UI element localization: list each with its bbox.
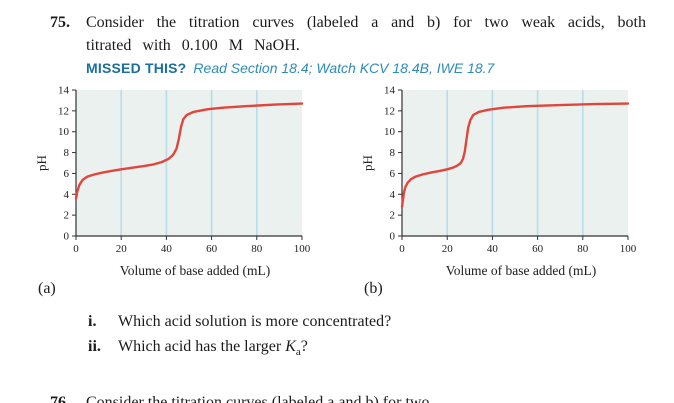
titration-chart-a: 0 2 4 6 8 10 12 14 0 20 40 60 80 100 pH [34,85,311,256]
subquestion-ii: ii. Which acid has the larger Ka? [88,338,674,358]
y-tick-label: 8 [390,148,396,160]
problem-body: Consider the titration curves (labeled a… [86,12,646,76]
next-problem-cutoff: 76. Consider the titration curves (label… [50,394,650,403]
x-tick-label: 20 [116,243,128,255]
chart-footer-a: Volume of base added (mL) (a) [34,263,326,303]
y-tick-label: 0 [390,231,396,243]
subquestion-i: i. Which acid solution is more concentra… [88,313,674,331]
chart-block-b: 0 2 4 6 8 10 12 14 0 20 40 60 80 100 pH Volume of base… [360,84,652,303]
problem-text: Consider the titration curves (labeled a… [86,14,646,54]
x-axis-label: Volume of base added (mL) [445,263,597,279]
titration-curve [400,102,630,209]
x-tick-label: 80 [251,243,262,255]
x-tick-label: 60 [532,243,544,255]
y-tick-label: 0 [64,231,70,243]
chart-footer-b: Volume of base added (mL) (b) [360,263,652,303]
chart-block-a: 0 2 4 6 8 10 12 14 0 20 40 60 80 100 pH Volume of base… [34,84,326,303]
y-tick-label: 14 [58,85,70,97]
x-tick-label: 100 [294,243,311,255]
next-problem-number: 76. [50,394,70,403]
x-axis-label: Volume of base added (mL) [119,263,271,279]
x-tick-label: 80 [577,243,589,255]
chart-letter-label-b: (b) [364,280,383,298]
plot-area [402,90,628,237]
subquestion-i-number: i. [88,313,97,331]
y-tick-label: 10 [384,127,396,139]
ka-symbol: K [285,338,296,356]
x-tick-label: 0 [399,243,405,255]
x-tick-label: 40 [487,243,499,255]
y-tick-label: 4 [64,189,70,201]
y-tick-label: 6 [64,168,70,180]
y-axis-label: pH [360,155,375,171]
x-tick-label: 20 [442,243,454,255]
charts-row: 0 2 4 6 8 10 12 14 0 20 40 60 80 100 pH Volume of base… [34,84,674,303]
missed-this-reference: Read Section 18.4; Watch KCV 18.4B, IWE … [193,60,495,77]
y-tick-label: 10 [58,127,70,139]
titration-curve [74,102,304,201]
x-tick-label: 40 [161,243,173,255]
chart-letter-label-a: (a) [38,280,56,298]
y-axis-label: pH [34,155,49,171]
subquestion-ii-text: Which acid has the larger Ka? [118,338,308,359]
plot-area [76,90,302,237]
y-tick-label: 4 [390,189,396,201]
missed-this-label: MISSED THIS? [86,60,187,77]
ka-subscript: a [295,346,301,359]
y-tick-label: 12 [384,106,395,118]
problem-75: 75. Consider the titration curves (label… [0,0,674,76]
y-tick-label: 2 [64,210,70,222]
x-tick-label: 0 [73,243,79,255]
y-tick-label: 2 [390,210,396,222]
subquestion-i-text: Which acid solution is more concentrated… [118,313,392,331]
y-tick-label: 6 [390,168,396,180]
missed-this-line: MISSED THIS? Read Section 18.4; Watch KCV… [86,60,646,76]
subquestions: i. Which acid solution is more concentra… [88,313,674,358]
x-tick-label: 60 [206,243,218,255]
subquestion-ii-number: ii. [88,338,101,356]
y-tick-label: 12 [58,106,69,118]
x-tick-label: 100 [620,243,637,255]
problem-number: 75. [50,14,70,31]
titration-chart-b: 0 2 4 6 8 10 12 14 0 20 40 60 80 100 pH [360,85,637,256]
y-tick-label: 14 [384,85,396,97]
y-tick-label: 8 [64,148,70,160]
next-problem-text: Consider the titration curves (labeled a… [86,394,442,403]
